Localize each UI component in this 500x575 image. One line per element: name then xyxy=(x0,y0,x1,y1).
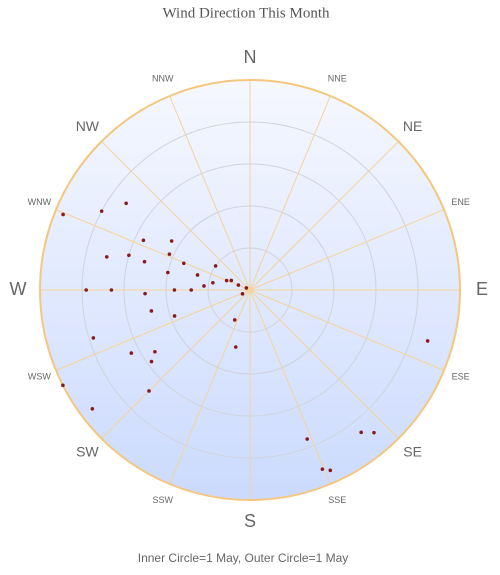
spoke xyxy=(249,289,331,485)
point xyxy=(109,288,114,292)
point xyxy=(172,288,177,292)
spoke xyxy=(101,289,251,439)
point xyxy=(172,314,177,318)
point xyxy=(141,238,146,243)
point xyxy=(224,278,229,283)
point xyxy=(181,261,186,266)
spoke xyxy=(169,289,251,485)
point xyxy=(142,259,147,264)
direction-label: WSW xyxy=(28,372,51,382)
direction-label: S xyxy=(244,511,256,531)
point xyxy=(153,349,157,354)
direction-label: SW xyxy=(76,443,99,459)
spoke xyxy=(249,95,331,291)
chart-title: Wind Direction This Month xyxy=(162,5,330,21)
footnote: Inner Circle=1 May, Outer Circle=1 May xyxy=(138,551,349,565)
point xyxy=(129,351,134,355)
direction-label: NNW xyxy=(152,74,174,84)
point xyxy=(320,467,325,471)
point xyxy=(229,278,234,283)
point xyxy=(61,212,65,217)
direction-label: SSW xyxy=(152,495,173,505)
point xyxy=(169,239,174,243)
point xyxy=(149,359,154,364)
point xyxy=(372,430,376,435)
point xyxy=(104,255,109,259)
point xyxy=(328,468,333,473)
direction-label: NW xyxy=(76,118,100,134)
point xyxy=(305,437,309,441)
spoke xyxy=(249,289,445,371)
point xyxy=(124,201,128,206)
point xyxy=(244,286,249,290)
point xyxy=(143,291,147,296)
direction-label: SSE xyxy=(328,495,346,505)
spoke xyxy=(55,289,251,371)
point xyxy=(167,252,172,256)
point xyxy=(195,273,200,277)
point xyxy=(240,292,245,296)
point xyxy=(189,288,193,292)
point xyxy=(359,430,363,435)
point xyxy=(91,336,96,340)
point xyxy=(84,288,88,292)
point xyxy=(149,309,154,313)
spoke xyxy=(249,141,399,291)
plot-border xyxy=(39,79,461,501)
spoke xyxy=(169,95,251,291)
direction-label: NNE xyxy=(328,74,347,84)
point xyxy=(90,406,95,411)
point xyxy=(127,253,131,258)
spoke xyxy=(249,289,399,439)
point xyxy=(61,383,65,388)
point xyxy=(99,209,104,213)
point xyxy=(211,280,215,285)
spoke xyxy=(249,209,445,291)
point xyxy=(425,339,430,343)
spoke xyxy=(55,209,251,291)
direction-label: E xyxy=(476,279,488,299)
direction-label: WNW xyxy=(28,197,52,207)
spoke xyxy=(101,141,251,291)
direction-label: N xyxy=(244,47,257,67)
point xyxy=(147,389,151,393)
direction-label: SE xyxy=(403,443,422,459)
point xyxy=(232,318,237,322)
point xyxy=(202,284,206,288)
point xyxy=(236,283,241,287)
direction-label: NE xyxy=(403,118,422,134)
direction-label: ESE xyxy=(452,372,470,382)
point xyxy=(213,264,218,268)
direction-label: ENE xyxy=(451,197,470,207)
direction-label: W xyxy=(10,279,27,299)
point xyxy=(166,270,170,275)
point xyxy=(233,345,238,349)
